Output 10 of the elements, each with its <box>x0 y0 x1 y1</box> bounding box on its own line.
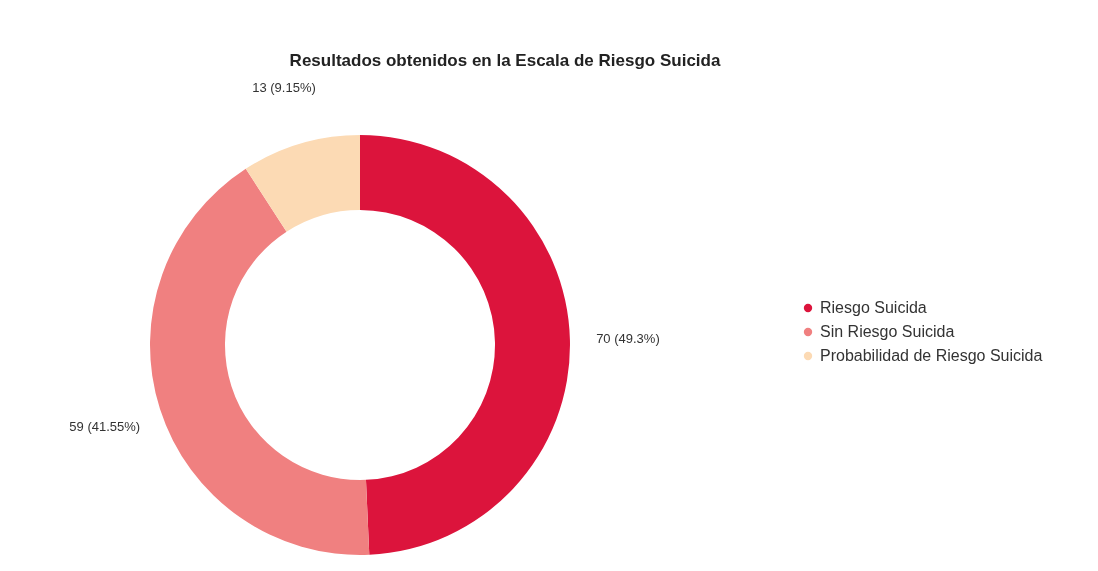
donut-slice <box>360 135 570 555</box>
legend-label: Probabilidad de Riesgo Suicida <box>820 347 1043 364</box>
data-label: 13 (9.15%) <box>252 80 316 96</box>
legend-label: Sin Riesgo Suicida <box>820 323 955 340</box>
data-label: 70 (49.3%) <box>596 331 660 347</box>
data-label: 59 (41.55%) <box>69 418 141 434</box>
legend-label: Riesgo Suicida <box>820 299 927 316</box>
chart-title: Resultados obtenidos en la Escala de Riesgo Suicida <box>289 51 721 71</box>
donut-slice <box>245 135 360 232</box>
donut-slice <box>150 168 370 555</box>
